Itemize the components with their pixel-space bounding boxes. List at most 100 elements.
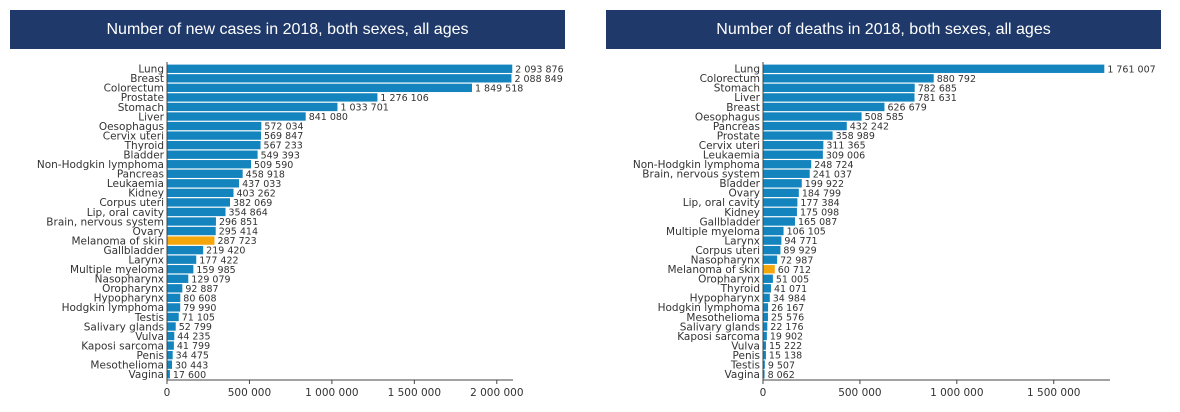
category-label: Leukaemia xyxy=(107,178,164,190)
value-label: 509 590 xyxy=(254,160,293,171)
bar-bladder xyxy=(763,179,802,188)
category-label: Larynx xyxy=(128,254,164,266)
value-label: 26 167 xyxy=(771,303,804,314)
category-label: Breast xyxy=(726,102,760,114)
category-label: Mesothelioma xyxy=(90,359,164,371)
bar-brain-nervous-system xyxy=(763,169,810,178)
bar-oesophagus xyxy=(763,112,862,121)
category-label: Thyroid xyxy=(124,140,164,152)
value-label: 567 233 xyxy=(264,141,303,152)
category-label: Salivary glands xyxy=(84,321,164,333)
value-label: 549 393 xyxy=(261,150,300,161)
category-label: Hodgkin lymphoma xyxy=(62,302,164,314)
value-label: 41 071 xyxy=(774,284,807,295)
value-label: 177 422 xyxy=(199,255,238,266)
bar-pancreas xyxy=(763,121,847,131)
x-tick-label: 1 500 000 xyxy=(388,387,441,399)
bar-kaposi-sarcoma xyxy=(763,331,767,341)
value-label: 569 847 xyxy=(264,131,303,142)
bar-penis xyxy=(167,350,173,360)
x-tick-label: 0 xyxy=(760,387,767,399)
category-label: Kidney xyxy=(128,188,164,200)
category-label: Brain, nervous system xyxy=(46,216,164,228)
value-label: 34 475 xyxy=(176,351,209,362)
bar-gallbladder xyxy=(763,217,795,226)
chart-title-deaths: Number of deaths in 2018, both sexes, al… xyxy=(606,10,1161,49)
bar-lung xyxy=(763,64,1105,73)
bar-vulva xyxy=(763,341,766,350)
bar-vagina xyxy=(763,370,765,379)
x-tick-label: 1 500 000 xyxy=(1027,387,1080,399)
bar-chart-deaths: Lung 1 761 007 Colorectum 880 792 Stomach 782… xyxy=(633,62,1156,399)
value-label: 296 851 xyxy=(219,217,258,228)
category-label: Vulva xyxy=(731,340,760,352)
category-label: Pancreas xyxy=(713,121,760,133)
bar-bladder xyxy=(167,150,258,159)
bar-salivary-glands xyxy=(167,322,176,331)
category-label: Kidney xyxy=(724,207,760,219)
category-label: Lip, oral cavity xyxy=(87,207,164,219)
value-label: 508 585 xyxy=(865,112,904,123)
category-label: Oropharynx xyxy=(698,274,760,286)
bar-lip-oral-cavity xyxy=(763,198,798,207)
x-tick-label: 1 000 000 xyxy=(305,387,358,399)
category-label: Cervix uteri xyxy=(103,130,164,142)
value-label: 80 608 xyxy=(183,293,216,304)
bar-oesophagus xyxy=(167,121,262,131)
value-label: 79 990 xyxy=(183,303,216,314)
category-label: Stomach xyxy=(714,83,760,95)
value-label: 30 443 xyxy=(175,360,208,371)
category-label: Nasopharynx xyxy=(691,254,760,266)
value-label: 92 887 xyxy=(185,284,218,295)
value-label: 71 105 xyxy=(182,313,215,324)
bar-chart-new-cases: Lung 2 093 876 Breast 2 088 849 Colorectum 1 … xyxy=(37,62,564,399)
category-label: Hypopharynx xyxy=(94,293,164,305)
value-label: 34 984 xyxy=(773,293,806,304)
category-label: Stomach xyxy=(118,102,164,114)
category-label: Hypopharynx xyxy=(690,293,760,305)
category-label: Vulva xyxy=(135,331,164,343)
category-label: Lung xyxy=(734,64,760,76)
value-label: 572 034 xyxy=(264,122,303,133)
category-label: Thyroid xyxy=(720,283,760,295)
category-label: Oropharynx xyxy=(102,283,164,295)
bar-nasopharynx xyxy=(763,255,778,264)
bar-kaposi-sarcoma xyxy=(167,341,174,350)
value-label: 175 098 xyxy=(800,208,839,219)
value-label: 41 799 xyxy=(177,341,210,352)
value-label: 129 079 xyxy=(191,274,230,285)
category-label: Penis xyxy=(733,350,760,362)
category-label: Multiple myeloma xyxy=(70,264,164,276)
value-label: 295 414 xyxy=(219,227,258,238)
bar-multiple-myeloma xyxy=(763,226,784,236)
bar-breast xyxy=(763,102,885,112)
value-label: 432 242 xyxy=(850,122,889,133)
value-label: 782 685 xyxy=(918,83,957,94)
value-label: 241 037 xyxy=(813,169,852,180)
value-label: 165 087 xyxy=(798,217,837,228)
bar-cervix-uteri xyxy=(763,140,824,150)
category-label: Gallbladder xyxy=(699,216,760,228)
x-tick-label: 500 000 xyxy=(838,387,881,399)
bar-pancreas xyxy=(167,169,243,178)
category-label: Non-Hodgkin lymphoma xyxy=(37,159,164,171)
value-label: 17 600 xyxy=(173,370,206,381)
bar-stomach xyxy=(763,83,915,93)
value-label: 22 176 xyxy=(770,322,803,333)
category-label: Vagina xyxy=(725,369,760,381)
category-label: Leukaemia xyxy=(703,149,760,161)
bar-prostate xyxy=(167,93,378,102)
bar-non-hodgkin-lymphoma xyxy=(763,160,812,169)
value-label: 72 987 xyxy=(780,255,813,266)
value-label: 382 069 xyxy=(233,198,272,209)
bar-kidney xyxy=(167,188,234,198)
bar-hodgkin-lymphoma xyxy=(167,303,181,312)
value-label: 1 849 518 xyxy=(475,83,523,94)
category-label: Oesophagus xyxy=(99,121,164,133)
bar-lung xyxy=(167,64,513,73)
value-label: 287 723 xyxy=(217,236,256,247)
category-label: Salivary glands xyxy=(680,321,760,333)
bar-larynx xyxy=(167,255,197,264)
category-label: Liver xyxy=(734,92,760,104)
category-label: Colorectum xyxy=(700,73,760,85)
